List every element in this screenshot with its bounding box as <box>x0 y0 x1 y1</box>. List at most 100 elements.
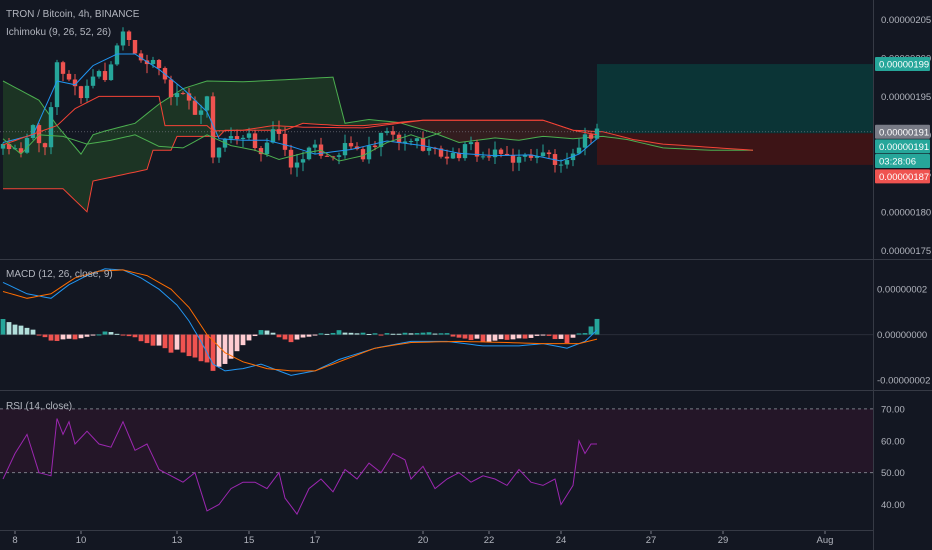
ichimoku-cloud-segment <box>537 120 543 138</box>
price-tag-label: 0.00000199 <box>879 60 929 71</box>
macd-histogram-bar <box>144 334 150 344</box>
macd-histogram-bar <box>540 334 546 336</box>
candle <box>516 149 522 171</box>
candle-body <box>312 144 318 148</box>
price-tag: 0.00000191 <box>875 124 930 139</box>
macd-histogram-bar <box>36 334 42 336</box>
ichimoku-cloud-segment <box>261 80 267 131</box>
ichimoku-cloud-segment <box>219 81 225 137</box>
candle <box>336 152 342 165</box>
ichimoku-cloud-segment <box>465 120 471 142</box>
candle-body <box>114 45 120 65</box>
candle-body <box>444 156 450 159</box>
macd-histogram-bar <box>18 325 24 335</box>
ichimoku-cloud-segment <box>489 120 495 139</box>
candle <box>450 147 456 159</box>
time-axis-label: 8 <box>12 535 17 546</box>
ichimoku-cloud-segment <box>291 79 297 128</box>
ichimoku-cloud-segment <box>39 100 45 189</box>
ichimoku-cloud-segment <box>117 126 123 176</box>
macd-histogram-bar <box>240 334 246 346</box>
candle <box>504 146 510 156</box>
candle-body <box>258 148 264 155</box>
macd-histogram-bar <box>570 334 576 338</box>
candle-body <box>300 159 306 163</box>
time-axis-label: 15 <box>244 535 255 546</box>
macd-histogram-bar <box>342 332 348 335</box>
ichimoku-cloud-segment <box>27 93 33 189</box>
candle <box>66 70 72 82</box>
candle-body <box>492 149 498 158</box>
ichimoku-cloud-segment <box>171 92 177 151</box>
candle <box>522 152 528 162</box>
candle <box>204 95 210 118</box>
candle-body <box>240 137 246 140</box>
macd-histogram-bar <box>168 334 174 353</box>
candle-body <box>204 96 210 111</box>
ichimoku-cloud-segment <box>225 81 231 131</box>
candle <box>474 139 480 162</box>
candle <box>390 126 396 142</box>
ichimoku-legend[interactable]: Ichimoku (9, 26, 52, 26) <box>6 27 112 38</box>
candle <box>18 142 24 158</box>
macd-histogram-bar <box>204 334 210 363</box>
ichimoku-cloud-segment <box>111 127 117 178</box>
macd-histogram-bar <box>438 333 444 335</box>
candle-body <box>186 93 192 101</box>
macd-legend[interactable]: MACD (12, 26, close, 9) <box>6 269 113 280</box>
candle-body <box>234 136 240 140</box>
candle <box>306 146 312 161</box>
ichimoku-cloud-segment <box>57 125 63 189</box>
ichimoku-cloud-segment <box>75 146 81 207</box>
ichimoku-cloud-segment <box>135 118 141 173</box>
candle-body <box>546 152 552 155</box>
macd-histogram-bar <box>462 334 468 339</box>
candle-body <box>132 40 138 54</box>
macd-histogram-bar <box>120 334 126 336</box>
ichimoku-cloud-segment <box>249 81 255 131</box>
price-tag-box <box>875 154 930 169</box>
macd-histogram-bar <box>12 324 18 335</box>
macd-histogram-bar <box>450 334 456 337</box>
macd-histogram-bar <box>162 334 168 349</box>
macd-histogram-bar <box>294 334 300 340</box>
rsi-legend[interactable]: RSI (14, close) <box>6 401 73 412</box>
candle <box>138 50 144 63</box>
candle <box>36 123 42 153</box>
candle <box>588 132 594 145</box>
candle <box>558 159 564 173</box>
macd-histogram-bar <box>234 334 240 352</box>
ichimoku-cloud-segment <box>21 90 27 189</box>
candle-body <box>246 133 252 138</box>
macd-histogram-bar <box>66 334 72 339</box>
macd-histogram-bar <box>48 334 54 341</box>
macd-histogram-bar <box>486 334 492 342</box>
macd-histogram-bar <box>402 332 408 335</box>
macd-histogram-bar <box>246 334 252 341</box>
candle-body <box>24 138 30 153</box>
macd-histogram-bar <box>564 334 570 344</box>
macd-histogram-bar <box>84 334 90 337</box>
macd-histogram-bar <box>258 330 264 335</box>
ichimoku-cloud-segment <box>417 120 423 130</box>
macd-histogram-bar <box>174 334 180 350</box>
candle <box>60 60 66 82</box>
candle <box>270 121 276 144</box>
price-axis-label: 0.00000195 <box>881 92 931 103</box>
macd-histogram-bar <box>96 334 102 336</box>
candle-body <box>474 142 480 157</box>
macd-histogram-bar <box>186 334 192 357</box>
price-tag: 0.00000187 <box>875 169 930 184</box>
ichimoku-cloud-segment <box>447 120 453 141</box>
ichimoku-leading-span-b <box>3 119 754 213</box>
macd-histogram-bar <box>102 331 108 335</box>
macd-histogram-bar <box>312 334 318 336</box>
ichimoku-cloud-segment <box>129 123 135 174</box>
symbol-title[interactable]: TRON / Bitcoin, 4h, BINANCE <box>6 9 140 20</box>
macd-histogram-bar <box>522 334 528 339</box>
ichimoku-cloud-segment <box>375 120 381 125</box>
ichimoku-base-line <box>2 95 598 146</box>
ichimoku-cloud-segment <box>123 124 129 175</box>
price-tag-box <box>875 57 930 72</box>
